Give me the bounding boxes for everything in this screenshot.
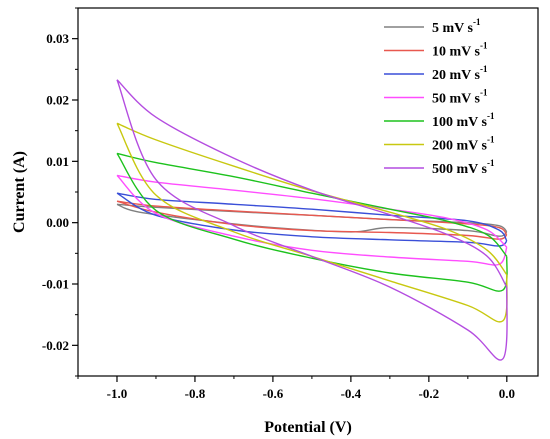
x-axis-title: Potential (V): [264, 419, 352, 436]
series-line-7: [116, 79, 508, 361]
x-tick-label: -0.2: [419, 386, 440, 401]
x-tick-label: -0.4: [341, 386, 362, 401]
x-tick-label: -0.8: [185, 386, 206, 401]
series-line-3: [116, 192, 508, 247]
legend-label-4: 50 mV s-1: [432, 88, 488, 107]
series-layer: [116, 79, 508, 361]
y-axis-title: Current (A): [11, 151, 28, 233]
legend-label-5: 100 mV s-1: [432, 111, 495, 130]
y-tick-label: 0.03: [46, 31, 69, 46]
y-tick-label: -0.02: [42, 338, 69, 353]
legend-label-3: 20 mV s-1: [432, 64, 488, 83]
y-tick-label: -0.01: [42, 277, 69, 292]
legend-label-2: 10 mV s-1: [432, 41, 488, 60]
legend-label-1: 5 mV s-1: [432, 17, 481, 36]
legend-label-7: 500 mV s-1: [432, 158, 495, 177]
x-tick-label: -1.0: [107, 386, 128, 401]
tick-layer: -1.0 -0.8 -0.6 -0.4 -0.2 0.0 -0.02 -0.01 0.00 0.0…: [42, 7, 515, 401]
y-tick-label: 0.00: [46, 215, 69, 230]
y-tick-label: 0.02: [46, 93, 69, 108]
x-tick-label: -0.6: [263, 386, 284, 401]
x-tick-label: 0.0: [499, 386, 515, 401]
legend: 5 mV s-1 10 mV s-1 20 mV s-1 50 mV s-1 100 m…: [384, 17, 495, 177]
y-tick-label: 0.01: [46, 154, 69, 169]
legend-label-6: 200 mV s-1: [432, 135, 495, 154]
series-line-2: [116, 200, 508, 240]
